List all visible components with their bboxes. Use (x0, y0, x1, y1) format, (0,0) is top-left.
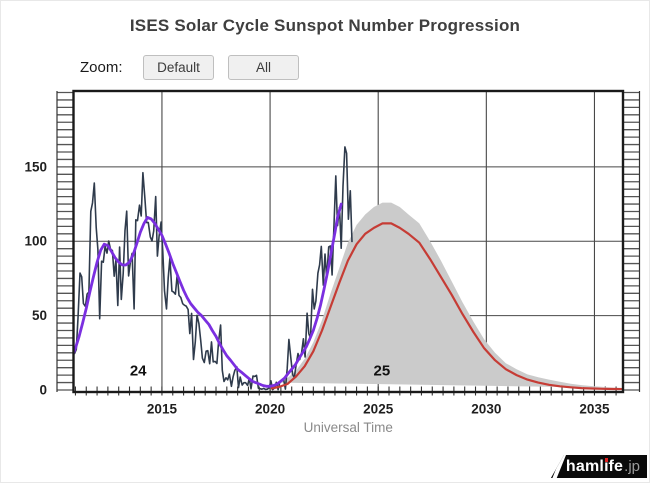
zoom-label: Zoom: (80, 59, 123, 76)
x-tick-label: 2030 (471, 402, 501, 417)
y-tick-label: 100 (24, 234, 47, 249)
cycle-24-label: 24 (130, 363, 147, 380)
logo-brand-i: ı (604, 455, 609, 478)
predicted-values-line (270, 222, 623, 391)
logo-brand-text: fe (608, 458, 624, 475)
smoothed-values-line (73, 202, 343, 388)
zoom-default-button[interactable]: Default (143, 55, 214, 80)
hamlife-logo: haml ı fe .jp (550, 455, 647, 478)
zoom-toolbar: Zoom: Default All (0, 54, 650, 81)
y-tick-label: 150 (24, 159, 47, 174)
x-axis-title: Universal Time (304, 420, 393, 435)
y-axis-ticks (56, 91, 641, 392)
x-tick-label: 2025 (363, 402, 394, 417)
logo-suffix: .jp (624, 458, 640, 475)
chart-title: ISES Solar Cycle Sunspot Number Progress… (129, 16, 521, 35)
zoom-all-button[interactable]: All (228, 55, 299, 80)
cycle-25-label: 25 (374, 363, 391, 380)
logo-brand-text: haml (565, 458, 605, 475)
plot-border (72, 89, 625, 394)
x-tick-label: 2015 (147, 402, 178, 417)
x-tick-label: 2020 (255, 402, 285, 417)
y-tick-label: 50 (32, 308, 47, 323)
x-tick-label: 2035 (579, 402, 610, 417)
y-tick-label: 0 (39, 382, 47, 397)
